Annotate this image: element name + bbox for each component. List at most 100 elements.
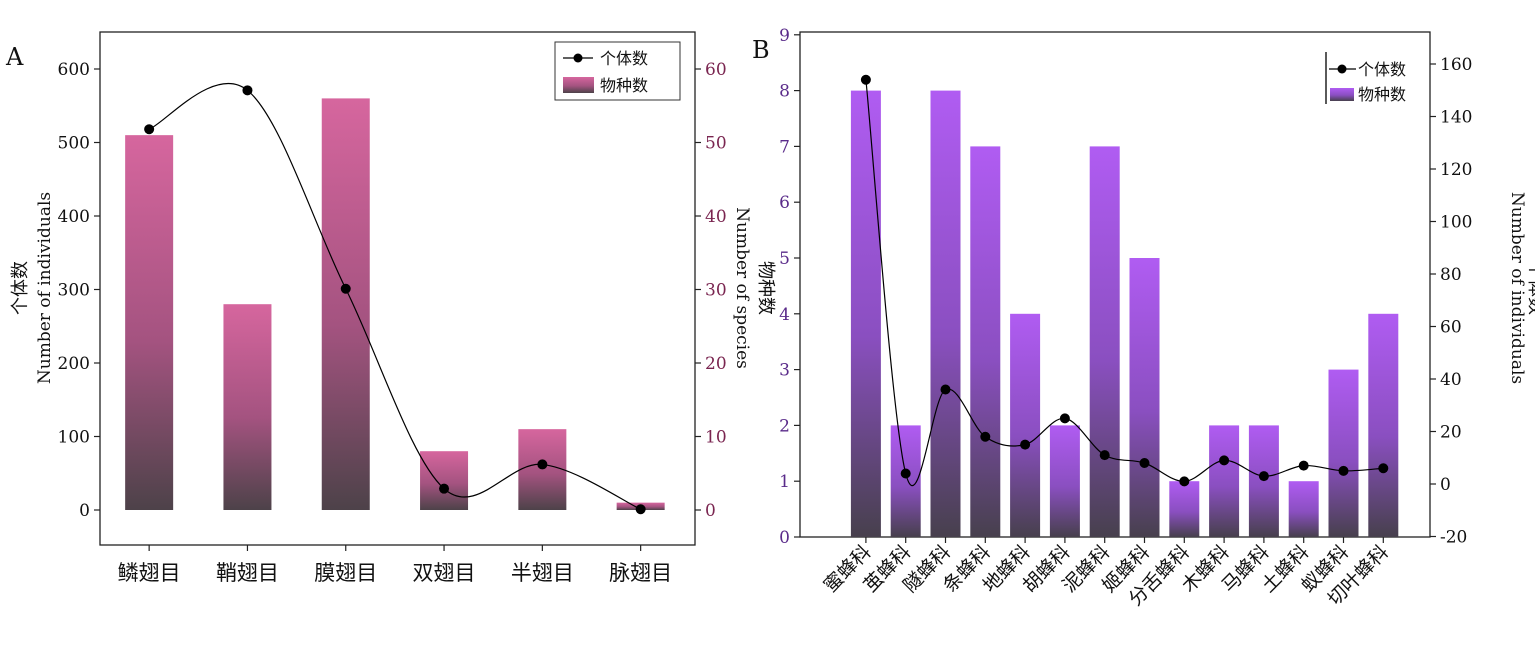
legend-marker-a [573, 53, 583, 63]
right-tick-label: 20 [705, 354, 727, 374]
legend-a: 个体数 物种数 [554, 41, 681, 101]
left-tick-label: 1 [779, 472, 790, 492]
right-tick-label: -20 [1440, 528, 1467, 548]
line-point [1378, 463, 1389, 474]
legend-bar-label-a: 物种数 [600, 76, 648, 95]
line-point [1298, 460, 1309, 471]
category-label: 双翅目 [413, 561, 476, 585]
bar [1368, 313, 1399, 537]
right-tick-label: 140 [1440, 108, 1472, 128]
line-point [860, 74, 871, 85]
right-tick-label: 40 [705, 207, 727, 227]
bar [930, 90, 961, 537]
line-point [144, 124, 155, 135]
right-tick-label: 60 [1440, 318, 1462, 338]
bar-series-a [125, 98, 665, 511]
bar [1209, 425, 1240, 537]
right-tick-label: 60 [705, 60, 727, 80]
line-point [340, 283, 351, 294]
category-label: 半翅目 [511, 561, 574, 585]
category-label: 膜翅目 [314, 561, 377, 585]
category-label: 脉翅目 [609, 561, 672, 585]
category-axis-a: 鳞翅目 鞘翅目 膜翅目 双翅目 半翅目 脉翅目 [118, 545, 672, 585]
right-tick-label: 80 [1440, 265, 1462, 285]
left-tick-label: 9 [779, 26, 790, 46]
chart-panel-a: A 0 100 200 300 400 500 600 0 10 20 30 40 50 60 鳞翅目 鞘… [5, 31, 752, 585]
bar [223, 304, 272, 510]
line-point [537, 459, 548, 470]
legend-marker-b [1337, 64, 1347, 74]
left-axis-title-b: 物种数 [755, 261, 776, 315]
right-axis-title-en-b: Number of individuals [1507, 192, 1527, 384]
line-series-b [860, 74, 1389, 487]
legend-bar-swatch-b [1330, 88, 1354, 101]
bar [125, 135, 174, 510]
left-tick-label: 600 [58, 60, 90, 80]
right-tick-label: 0 [1440, 475, 1451, 495]
left-tick-label: 500 [58, 134, 90, 154]
line-point [439, 483, 450, 494]
left-axis-title-cn-a: 个体数 [10, 261, 31, 315]
line-point [1139, 458, 1150, 468]
left-tick-label: 300 [58, 281, 90, 301]
line-point [900, 468, 911, 479]
bar [1248, 425, 1279, 537]
left-axis-a: 0 100 200 300 400 500 600 [58, 60, 100, 521]
category-label: 鳞翅目 [118, 561, 181, 585]
left-tick-label: 0 [779, 528, 790, 548]
right-tick-label: 10 [705, 428, 727, 448]
right-axis-b: -20 0 20 40 60 80 100 120 140 160 [1430, 55, 1472, 548]
legend-line-label-a: 个体数 [600, 49, 648, 68]
line-path [865, 79, 1384, 486]
line-point [1059, 413, 1070, 424]
left-tick-label: 100 [58, 428, 90, 448]
plot-frame-a [99, 31, 696, 546]
left-tick-label: 6 [779, 193, 790, 213]
chart-panel-b: B 0 1 2 3 4 5 6 7 8 9 -20 0 20 40 60 80 100 120 140 160 蜜蜂… [752, 26, 1535, 610]
line-point [1338, 465, 1349, 476]
right-tick-label: 100 [1440, 213, 1472, 233]
bar [321, 98, 370, 511]
legend-bar-swatch-a [563, 77, 594, 93]
legend-line-label-b: 个体数 [1358, 60, 1406, 79]
line-series-a [144, 82, 646, 515]
right-tick-label: 160 [1440, 55, 1472, 75]
right-tick-label: 40 [1440, 370, 1462, 390]
right-axis-title-cn-b: 个体数 [1525, 261, 1535, 315]
panel-label-a: A [5, 43, 24, 71]
left-tick-label: 2 [779, 416, 790, 436]
bar [1169, 481, 1200, 537]
line-point [1020, 439, 1031, 450]
bar [420, 451, 469, 510]
bar [890, 425, 921, 537]
left-axis-b: 0 1 2 3 4 5 6 7 8 9 [779, 26, 800, 548]
left-tick-label: 400 [58, 207, 90, 227]
left-tick-label: 5 [779, 249, 790, 269]
line-point [1258, 471, 1269, 482]
line-path [148, 82, 641, 510]
legend-b: 个体数 物种数 [1325, 52, 1406, 104]
legend-bar-label-b: 物种数 [1358, 85, 1406, 104]
panel-label-b: B [752, 36, 770, 64]
right-tick-label: 20 [1440, 423, 1462, 443]
left-tick-label: 0 [79, 501, 90, 521]
line-point [242, 85, 253, 96]
left-tick-label: 8 [779, 82, 790, 102]
bar-series-b [850, 90, 1399, 537]
left-axis-title-en-a: Number of individuals [35, 192, 55, 384]
bar [1089, 146, 1120, 537]
line-point [980, 431, 991, 442]
bar [1328, 369, 1359, 537]
bar [1129, 258, 1160, 537]
line-point [1099, 450, 1110, 461]
right-tick-label: 30 [705, 281, 727, 301]
category-axis-b: 蜜蜂科茧蜂科隧蜂科条蜂科地蜂科胡蜂科泥蜂科姬蜂科分舌蜂科木蜂科马蜂科土蜂科蚁蜂科… [820, 537, 1393, 610]
category-label: 鞘翅目 [216, 561, 279, 585]
bar [1010, 313, 1041, 537]
line-point [1219, 455, 1230, 466]
left-tick-label: 3 [779, 361, 790, 381]
line-point [940, 384, 951, 395]
bar [970, 146, 1001, 537]
bar [850, 90, 881, 537]
